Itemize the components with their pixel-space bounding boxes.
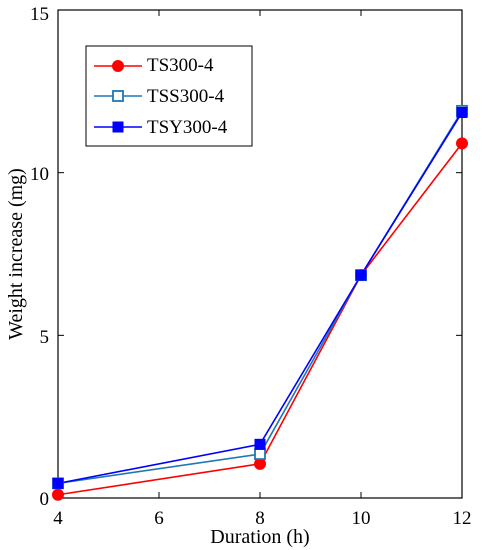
x-tick-label: 4 (53, 508, 63, 529)
x-axis-label: Duration (h) (210, 526, 309, 548)
legend-label-ts300-4: TS300-4 (147, 55, 214, 76)
data-point-series-0 (456, 137, 468, 150)
legend-label-tsy300-4: TSY300-4 (147, 117, 228, 138)
legend-label-tss300-4: TSS300-4 (147, 86, 225, 107)
data-point-series-0 (254, 457, 266, 470)
x-tick-labels: 4 6 8 10 12 (53, 508, 471, 529)
y-axis-label: Weight increase (mg) (5, 168, 27, 340)
x-tick-label: 10 (352, 508, 371, 529)
legend-marker-1 (112, 90, 124, 102)
legend-marker-0 (112, 60, 124, 72)
y-tick-label: 0 (40, 489, 50, 510)
data-point-series-2 (254, 438, 266, 450)
y-tick-labels: 0 5 10 15 (30, 4, 49, 510)
series-layer (52, 104, 468, 501)
x-tick-label: 12 (453, 508, 472, 529)
x-tick-label: 6 (154, 508, 164, 529)
legend-marker-2 (112, 121, 124, 133)
series-line-0 (57, 142, 463, 496)
legend: TS300-4 TSS300-4 TSY300-4 (85, 45, 253, 147)
data-point-series-0 (52, 488, 64, 501)
y-tick-label: 10 (30, 164, 49, 185)
series-line-2 (57, 112, 463, 485)
legend-swatches (94, 60, 142, 133)
y-tick-label: 15 (30, 4, 49, 25)
data-point-series-2 (456, 106, 468, 118)
data-point-series-2 (355, 269, 367, 281)
y-tick-label: 5 (40, 327, 50, 348)
data-point-series-2 (52, 477, 64, 489)
data-point-series-1 (254, 448, 266, 460)
x-tick-label: 8 (255, 508, 265, 529)
